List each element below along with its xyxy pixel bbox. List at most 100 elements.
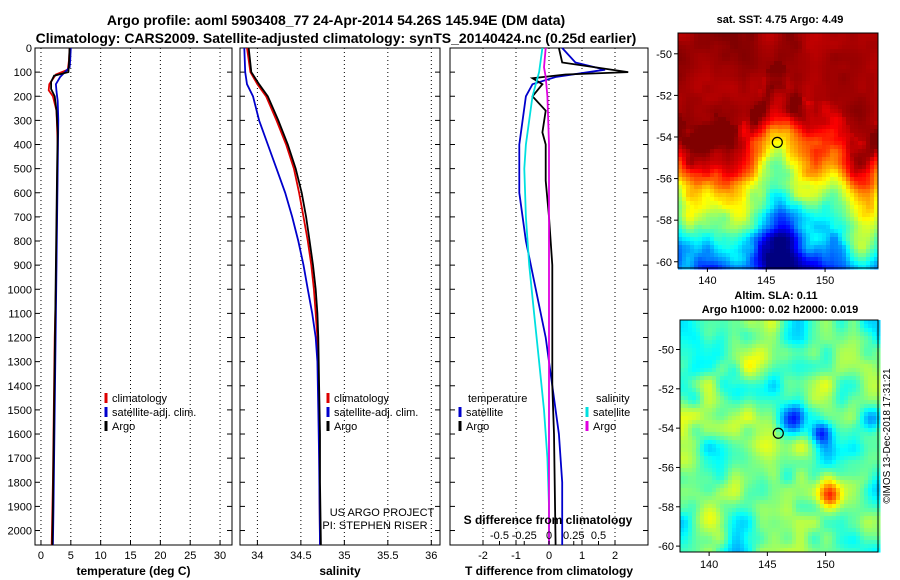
depth-tick-label: 1900	[8, 501, 32, 513]
depth-tick-label: 200	[14, 91, 32, 103]
difference-series-s-satellite	[523, 47, 550, 545]
s-diff-label: S difference from climatology	[464, 513, 633, 527]
sla_map-ytick-label: -60	[658, 541, 674, 553]
salinity-frame	[239, 47, 441, 546]
difference-s-legend-label: Argo	[593, 421, 616, 433]
difference-xtick-label: -2	[478, 550, 488, 562]
depth-tick-label: 1400	[8, 381, 32, 393]
sla_map-ytick-label: -52	[658, 384, 674, 396]
sla-map-subtitle: Argo h1000: 0.02 h2000: 0.019	[701, 304, 859, 316]
depth-tick-label: 100	[14, 67, 32, 79]
depth-tick-label: 300	[14, 115, 32, 127]
sla_map-ytick-label: -50	[658, 344, 674, 356]
sst_map-xtick-label: 150	[816, 275, 834, 287]
difference-t-legend-label: satellite	[466, 407, 503, 419]
difference-series-s-argo	[543, 47, 550, 545]
sla_map-frame	[679, 319, 879, 553]
title-line-2: Climatology: CARS2009. Satellite-adjuste…	[35, 30, 637, 46]
sst_map-ytick-label: -58	[656, 215, 672, 227]
imos-stamp: ©IMOS 13-Dec-2018 17:31:21	[882, 368, 893, 504]
sst_map-xtick-label: 145	[757, 275, 775, 287]
sla-map-panel: 140 145 150 -50 -52 -54 -56 -58 -60 ©IMOS 13-Dec-…	[658, 319, 893, 571]
difference-xtick-label: 0	[546, 550, 552, 562]
temperature-xtick-label: 15	[124, 550, 136, 562]
sla_map-argo-location-marker	[772, 427, 784, 439]
depth-tick-label: 1500	[8, 405, 32, 417]
salinity-panel: 34 34.5 35 35.5 36 salinity climatology satelli…	[239, 47, 441, 578]
temperature-xtick-label: 5	[68, 550, 74, 562]
temperature-xtick-label: 0	[38, 550, 44, 562]
difference-panel: -2 -1 0 1 2 T difference from climatology -0.5…	[449, 47, 649, 578]
salinity-xtick-label: 34	[251, 550, 263, 562]
s-diff-tick-label: -0.25	[512, 530, 537, 542]
difference-xtick-label: 2	[612, 550, 618, 562]
salinity-legend-label: satellite-adj. clim.	[334, 407, 418, 419]
depth-tick-label: 2000	[8, 526, 32, 538]
salinity-series-argo	[247, 47, 322, 546]
difference-series-t-argo	[529, 47, 629, 546]
difference-xtick-label: -1	[511, 550, 521, 562]
sst_map-ytick-label: -50	[656, 49, 672, 61]
temperature-legend-label: satellite-adj. clim.	[112, 407, 196, 419]
sla_map-cells	[680, 320, 881, 553]
depth-tick-label: 1000	[8, 284, 32, 296]
sla_map-ytick-label: -58	[658, 502, 674, 514]
sla_map-xtick-label: 145	[758, 559, 776, 571]
s-diff-tick-label: -0.5	[490, 530, 509, 542]
sst-map-panel: 140 145 150 -50 -52 -54 -56 -58 -60	[656, 32, 879, 287]
salinity-xtick-label: 34.5	[290, 550, 311, 562]
sla-map-title: Altim. SLA: 0.11	[734, 290, 818, 302]
depth-tick-label: 900	[14, 260, 32, 272]
sla_map-xtick-label: 150	[816, 559, 834, 571]
temperature-xtick-label: 10	[95, 550, 107, 562]
sst_map-ytick-label: -54	[656, 132, 672, 144]
depth-tick-label: 600	[14, 188, 32, 200]
temperature-panel: 0 5 10 15 20 25 300100200300400500600700800900…	[8, 43, 233, 578]
depth-tick-label: 1200	[8, 333, 32, 345]
temperature-xtick-label: 25	[184, 550, 196, 562]
temperature-xlabel: temperature (deg C)	[76, 564, 190, 578]
salinity-xtick-label: 35	[338, 550, 350, 562]
depth-tick-label: 1100	[8, 308, 32, 320]
salinity-xlabel: salinity	[319, 564, 361, 578]
salinity-legend-label: Argo	[334, 421, 357, 433]
depth-tick-label: 700	[14, 212, 32, 224]
temperature-frame	[34, 47, 233, 546]
sst_map-cells	[678, 33, 879, 270]
s-diff-tick-label: 0	[546, 530, 552, 542]
depth-tick-label: 1300	[8, 357, 32, 369]
sst_map-ytick-label: -56	[656, 174, 672, 186]
difference-xtick-label: 1	[579, 550, 585, 562]
sla_map-ytick-label: -56	[658, 462, 674, 474]
difference-t-legend-label: Argo	[466, 421, 489, 433]
depth-tick-label: 1700	[8, 453, 32, 465]
temperature-xtick-label: 30	[214, 550, 226, 562]
temperature-series-argo	[50, 47, 71, 546]
sla_map-ytick-label: -54	[658, 423, 674, 435]
legend-temperature-title: temperature	[468, 393, 527, 405]
difference-xlabel: T difference from climatology	[465, 564, 633, 578]
sla_map-xtick-label: 140	[700, 559, 718, 571]
sst_map-frame	[677, 32, 879, 269]
salinity-xtick-label: 35.5	[377, 550, 398, 562]
s-diff-tick-label: 0.5	[591, 530, 606, 542]
temperature-legend-label: Argo	[112, 421, 135, 433]
salinity-legend-label: climatology	[334, 393, 390, 405]
depth-tick-label: 400	[14, 140, 32, 152]
depth-tick-label: 1600	[8, 429, 32, 441]
credit-project: US ARGO PROJECT	[330, 507, 435, 519]
sst-map-title: sat. SST: 4.75 Argo: 4.49	[716, 14, 844, 26]
salinity-xtick-label: 36	[425, 550, 437, 562]
credit-pi: PI: STEPHEN RISER	[322, 520, 427, 532]
salinity-series-satellite-adj-clim-	[243, 47, 321, 546]
temperature-legend-label: climatology	[112, 393, 168, 405]
depth-tick-label: 1800	[8, 477, 32, 489]
s-diff-tick-label: 0.25	[563, 530, 584, 542]
depth-tick-label: 500	[14, 164, 32, 176]
sst_map-xtick-label: 140	[698, 275, 716, 287]
sst_map-ytick-label: -52	[656, 90, 672, 102]
temperature-xtick-label: 20	[154, 550, 166, 562]
difference-s-legend-label: satellite	[593, 407, 630, 419]
title-line-1: Argo profile: aoml 5903408_77 24-Apr-201…	[106, 12, 566, 28]
